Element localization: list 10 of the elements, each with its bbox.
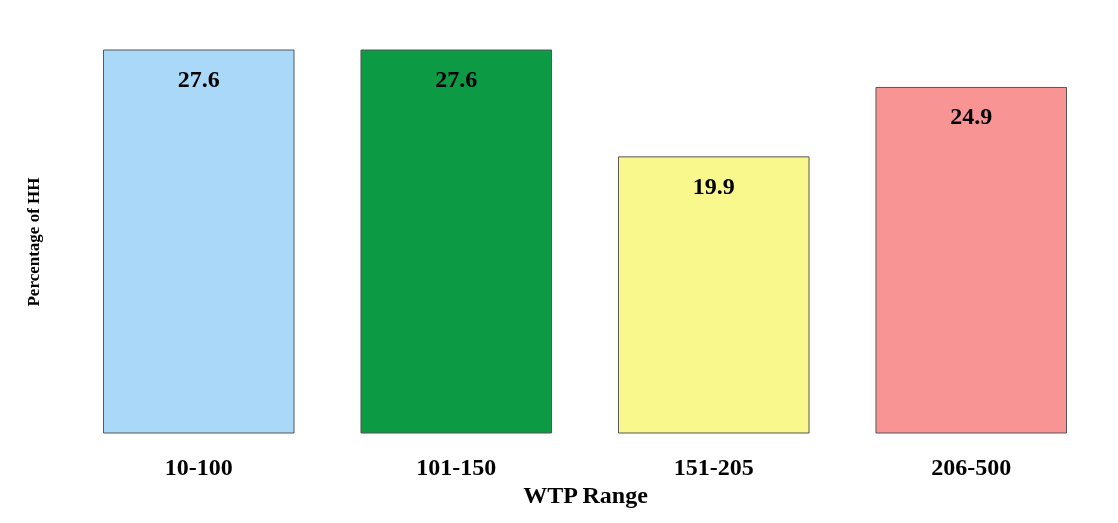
data-label: 19.9 bbox=[692, 172, 735, 199]
x-tick-label: 151-205 bbox=[673, 453, 754, 480]
x-tick-label: 101-150 bbox=[416, 453, 497, 480]
data-label: 27.6 bbox=[177, 66, 220, 92]
x-axis-title: WTP Range bbox=[523, 481, 649, 508]
x-tick-label: 10-100 bbox=[164, 453, 233, 480]
x-tick-label: 206-500 bbox=[931, 453, 1012, 480]
data-label: 24.9 bbox=[950, 103, 993, 130]
data-label: 27.6 bbox=[435, 66, 478, 92]
y-axis-title: Percentage of HH bbox=[23, 177, 43, 307]
